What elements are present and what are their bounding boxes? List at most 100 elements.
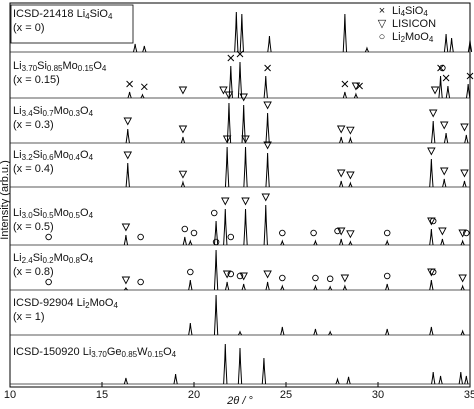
series-note: (x = 1) bbox=[13, 311, 44, 323]
x-tick-label: 25 bbox=[280, 389, 292, 401]
peak bbox=[241, 283, 246, 291]
peak bbox=[339, 136, 344, 144]
phase-marker-circle bbox=[236, 272, 244, 280]
series-note: (x = 0.15) bbox=[13, 74, 60, 86]
phase-marker-triangle bbox=[428, 109, 438, 118]
peak bbox=[125, 162, 130, 188]
peak bbox=[267, 35, 272, 53]
peak bbox=[443, 132, 449, 144]
series-note: (x = 0) bbox=[13, 22, 44, 34]
phase-marker-cross bbox=[264, 64, 271, 72]
phase-marker-triangle bbox=[219, 86, 228, 95]
peak bbox=[265, 152, 270, 188]
legend-label: Li4SiO4 bbox=[392, 5, 428, 18]
peak bbox=[313, 328, 318, 336]
peak bbox=[346, 376, 351, 385]
peak bbox=[123, 377, 129, 385]
peak bbox=[243, 208, 248, 246]
peak bbox=[224, 281, 230, 291]
peak bbox=[123, 287, 128, 291]
peak bbox=[261, 357, 267, 385]
phase-marker-triangle bbox=[336, 227, 346, 236]
legend-symbol: ▽ bbox=[378, 18, 387, 30]
peak bbox=[132, 43, 138, 53]
phase-marker-triangle bbox=[427, 217, 436, 226]
peak bbox=[234, 11, 239, 53]
peak bbox=[449, 37, 454, 53]
peak bbox=[188, 239, 193, 246]
phase-marker-triangle bbox=[458, 274, 467, 283]
peak bbox=[265, 112, 270, 144]
phase-marker-triangle bbox=[458, 229, 467, 238]
phase-marker-triangle bbox=[221, 197, 230, 206]
label-box bbox=[10, 4, 134, 44]
legend-label: Li2MoO4 bbox=[392, 31, 434, 44]
series-label: ICSD-21418 Li4SiO4 bbox=[13, 8, 113, 21]
peak bbox=[280, 284, 285, 291]
peak bbox=[313, 239, 318, 246]
peak bbox=[213, 220, 219, 246]
peak bbox=[237, 61, 243, 99]
phase-marker-circle bbox=[312, 274, 319, 282]
peak bbox=[462, 180, 467, 188]
y-axis-label: Intensity (arb.u.) bbox=[0, 160, 11, 239]
phase-marker-cross bbox=[126, 80, 133, 88]
x-tick-label: 35 bbox=[464, 389, 474, 401]
phase-marker-circle bbox=[187, 268, 194, 276]
phase-marker-triangle bbox=[346, 230, 355, 239]
peak bbox=[239, 13, 244, 53]
peak bbox=[342, 284, 347, 291]
peak bbox=[280, 239, 285, 246]
phase-marker-circle bbox=[190, 229, 198, 237]
phase-marker-circle bbox=[279, 274, 286, 282]
series-note: (x = 0.5) bbox=[13, 221, 54, 233]
x-tick-label: 20 bbox=[188, 389, 200, 401]
phase-marker-triangle bbox=[438, 227, 447, 236]
peak bbox=[466, 83, 471, 99]
peak bbox=[335, 377, 340, 385]
x-tick-label: 30 bbox=[372, 389, 384, 401]
phase-marker-circle bbox=[326, 275, 334, 283]
peak bbox=[140, 93, 145, 99]
peak bbox=[339, 238, 344, 246]
phase-marker-triangle bbox=[222, 135, 232, 144]
phase-marker-circle bbox=[227, 233, 235, 241]
peak bbox=[385, 239, 390, 246]
series-note: (x = 0.8) bbox=[13, 266, 54, 278]
peak bbox=[237, 330, 243, 336]
phase-marker-triangle bbox=[123, 117, 133, 126]
peak bbox=[353, 92, 359, 99]
phase-marker-cross bbox=[437, 64, 444, 72]
x-axis-label: 2θ / ° bbox=[226, 395, 253, 407]
peak bbox=[125, 128, 130, 144]
phase-marker-triangle bbox=[121, 276, 131, 285]
phase-marker-circle bbox=[137, 278, 144, 286]
phase-marker-triangle bbox=[224, 91, 234, 100]
peak bbox=[142, 45, 147, 53]
x-tick-label: 15 bbox=[96, 389, 108, 401]
phase-marker-triangle bbox=[336, 169, 346, 178]
phase-marker-circle bbox=[439, 64, 446, 72]
peak bbox=[213, 294, 219, 336]
peak bbox=[429, 158, 434, 188]
phase-marker-circle bbox=[45, 278, 52, 286]
phase-marker-cross bbox=[442, 74, 450, 82]
peak bbox=[224, 146, 230, 188]
x-tick-label: 10 bbox=[4, 389, 16, 401]
peak bbox=[429, 279, 434, 291]
peak bbox=[328, 285, 333, 291]
phase-marker-circle bbox=[429, 217, 437, 225]
peak bbox=[464, 375, 469, 385]
peak bbox=[442, 178, 447, 188]
peak bbox=[460, 329, 465, 336]
peak bbox=[342, 13, 348, 53]
phase-marker-triangle bbox=[346, 126, 355, 135]
series-label: ICSD-92904 Li2MoO4 bbox=[13, 297, 118, 310]
series-label: Li3.2Si0.6Mo0.4O4 bbox=[13, 149, 94, 162]
peak bbox=[237, 347, 243, 385]
peak bbox=[460, 239, 465, 246]
peak bbox=[180, 180, 186, 188]
phase-marker-triangle bbox=[336, 125, 346, 134]
phase-marker-triangle bbox=[439, 121, 449, 130]
series-label: Li3.0Si0.5Mo0.5O4 bbox=[13, 207, 94, 220]
